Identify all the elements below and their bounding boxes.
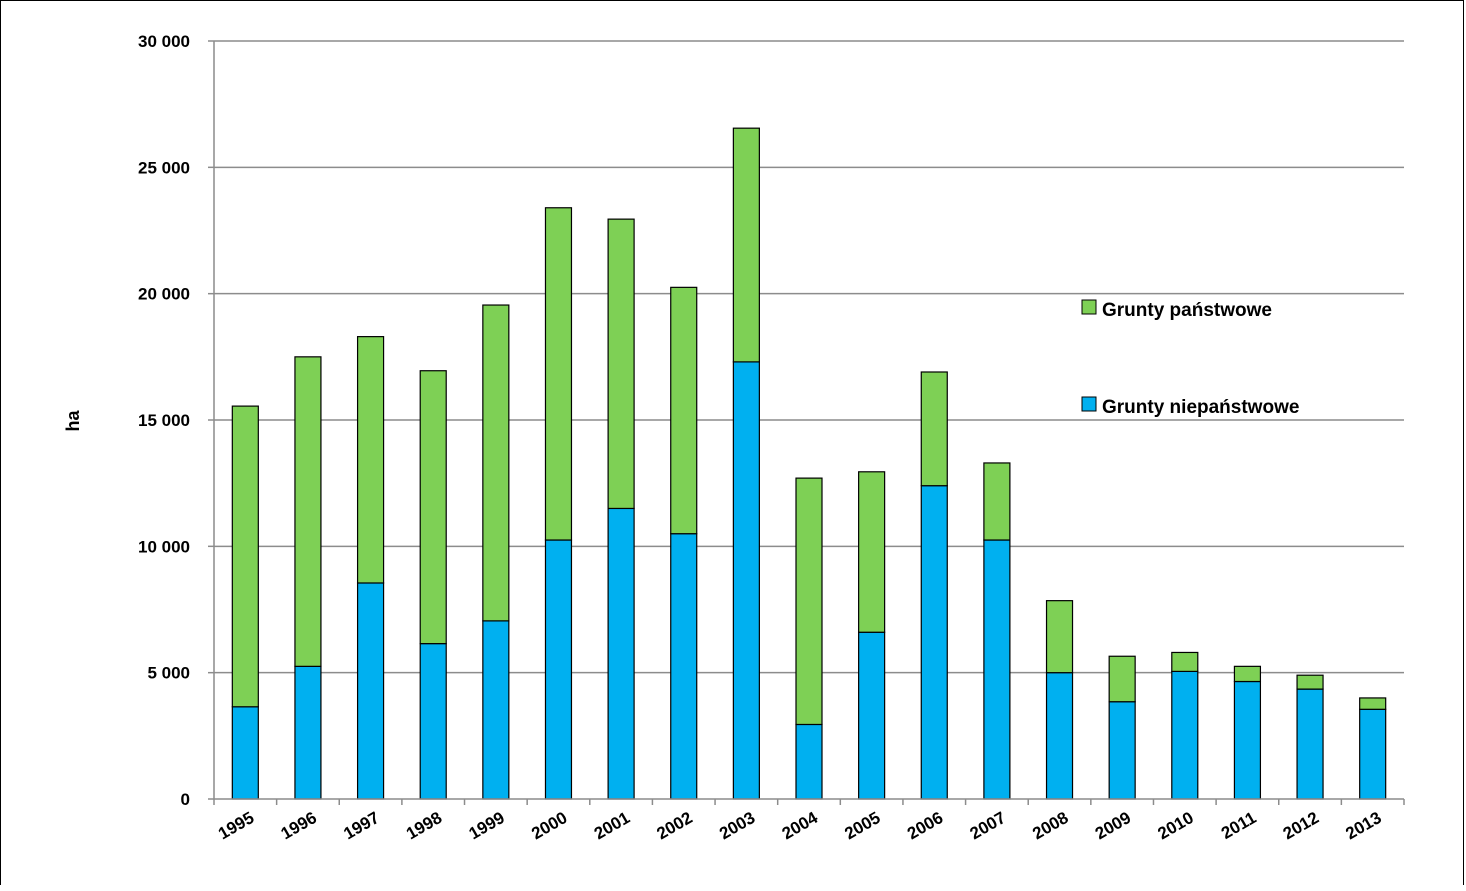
x-tick-label: 2005 xyxy=(841,808,883,843)
bar-segment-state-2008 xyxy=(1045,600,1074,674)
x-tick-label: 2007 xyxy=(967,808,1009,843)
x-axis-ticks: 1995 1996 1997 1998 1999 2000 2001 2002 2003 2004… xyxy=(213,799,1405,844)
legend: Grunty państwowe Grunty niepaństwowe xyxy=(1081,299,1299,418)
bars xyxy=(231,127,1387,800)
x-tick-label: 2012 xyxy=(1280,808,1322,843)
bar-segment-state-2001 xyxy=(607,218,635,510)
y-axis-ticks: 0 5 000 10 000 15 000 20 000 25 000 30 000 xyxy=(138,32,214,809)
x-tick-label: 1995 xyxy=(215,808,257,843)
y-tick-label: 0 xyxy=(181,790,190,809)
y-tick-label: 15 000 xyxy=(138,411,190,430)
bar-segment-non-state-2002 xyxy=(670,533,698,800)
bar-segment-non-state-2003 xyxy=(732,361,760,800)
x-tick-label: 2003 xyxy=(716,808,758,843)
bar-segment-non-state-2011 xyxy=(1233,680,1262,800)
x-tick-label: 2009 xyxy=(1092,808,1134,843)
bar-segment-state-1998 xyxy=(419,370,447,645)
bar-segment-state-1995 xyxy=(231,405,259,708)
x-tick-label: 2010 xyxy=(1155,808,1197,843)
y-tick-label: 10 000 xyxy=(138,537,190,556)
x-tick-label: 2006 xyxy=(904,808,946,843)
bar-segment-non-state-2000 xyxy=(544,539,573,800)
bar-segment-state-2006 xyxy=(920,371,948,487)
bar-segment-state-2000 xyxy=(544,207,573,541)
bar-segment-state-2013 xyxy=(1359,697,1387,710)
bar-segment-state-2011 xyxy=(1233,665,1262,683)
bar-segment-non-state-2012 xyxy=(1296,688,1324,800)
legend-label-non-state-land: Grunty niepaństwowe xyxy=(1102,397,1299,418)
x-tick-label: 1997 xyxy=(340,808,382,843)
bar-segment-state-2012 xyxy=(1296,674,1324,690)
x-tick-label: 2008 xyxy=(1029,808,1071,843)
y-tick-label: 20 000 xyxy=(138,285,190,304)
bar-segment-non-state-2007 xyxy=(983,539,1011,800)
legend-swatch-non-state-land xyxy=(1081,396,1097,412)
bar-segment-state-2010 xyxy=(1171,651,1199,673)
bar-segment-non-state-2009 xyxy=(1108,701,1136,800)
bar-segment-non-state-1995 xyxy=(231,706,259,800)
bar-segment-non-state-2004 xyxy=(795,723,823,800)
x-tick-label: 2001 xyxy=(591,808,633,843)
y-tick-label: 25 000 xyxy=(138,158,190,177)
y-axis-label: ha xyxy=(63,410,83,432)
bar-segment-state-1999 xyxy=(482,304,510,622)
legend-label-state-land: Grunty państwowe xyxy=(1102,300,1272,321)
x-tick-label: 2011 xyxy=(1218,808,1259,843)
gridlines xyxy=(214,40,1404,674)
bar-segment-state-2005 xyxy=(858,471,886,633)
bar-segment-non-state-1997 xyxy=(356,582,385,800)
bar-segment-state-2009 xyxy=(1108,655,1136,703)
bar-segment-state-2002 xyxy=(670,286,698,535)
bar-segment-non-state-2005 xyxy=(858,631,886,800)
x-tick-label: 2000 xyxy=(528,808,570,843)
x-tick-label: 2002 xyxy=(653,808,695,843)
axes xyxy=(213,41,1404,800)
bar-segment-non-state-2008 xyxy=(1045,672,1074,800)
x-tick-label: 1996 xyxy=(278,808,320,843)
bar-segment-state-2007 xyxy=(983,462,1011,541)
y-tick-label: 5 000 xyxy=(147,664,190,683)
bar-segment-non-state-2010 xyxy=(1171,670,1199,800)
bar-segment-state-2004 xyxy=(795,477,823,726)
bar-segment-state-1996 xyxy=(294,356,322,667)
x-tick-label: 1998 xyxy=(403,808,445,843)
bar-segment-state-1997 xyxy=(356,336,385,584)
x-tick-label: 2004 xyxy=(779,808,822,844)
x-tick-label: 1999 xyxy=(466,808,508,843)
bar-segment-non-state-1998 xyxy=(419,643,447,800)
y-tick-label: 30 000 xyxy=(138,32,190,51)
bar-segment-non-state-2013 xyxy=(1359,708,1387,800)
legend-swatch-state-land xyxy=(1081,299,1097,315)
bar-segment-state-2003 xyxy=(732,127,760,363)
x-tick-label: 2013 xyxy=(1342,808,1384,843)
bar-segment-non-state-2006 xyxy=(920,485,948,800)
bar-segment-non-state-1999 xyxy=(482,620,510,800)
bar-segment-non-state-2001 xyxy=(607,507,635,800)
bar-segment-non-state-1996 xyxy=(294,665,322,800)
